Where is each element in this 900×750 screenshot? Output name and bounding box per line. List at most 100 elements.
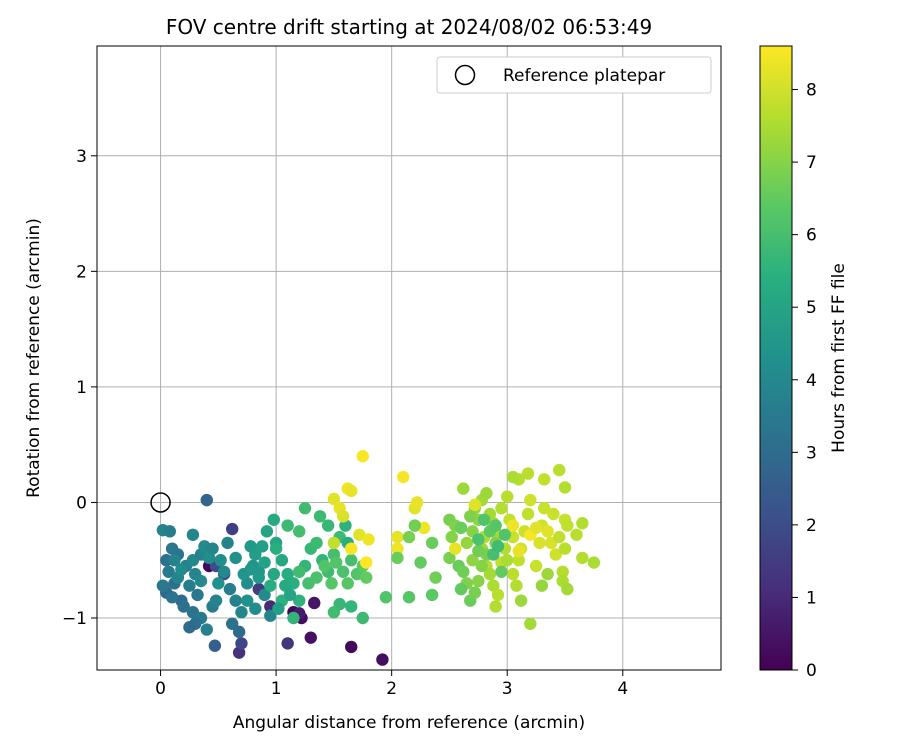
data-point (553, 530, 566, 544)
data-point (241, 594, 254, 607)
data-point (533, 536, 546, 550)
data-point (235, 637, 248, 650)
y-axis-label: Rotation from reference (arcmin) (24, 218, 44, 498)
colorbar-tick-label: 1 (806, 588, 817, 608)
data-point (325, 577, 338, 590)
y-tick-label: 1 (76, 378, 87, 398)
data-point (454, 582, 468, 596)
data-point (168, 554, 181, 567)
data-point (321, 519, 335, 532)
data-point (472, 533, 485, 546)
data-point (235, 606, 248, 619)
data-point (498, 528, 512, 541)
data-point (483, 567, 497, 581)
data-point (281, 567, 294, 581)
data-point (449, 542, 462, 555)
data-point (223, 582, 237, 596)
data-point (558, 481, 572, 494)
data-point (267, 513, 280, 526)
data-point (360, 556, 373, 569)
data-point (345, 600, 358, 613)
data-point (183, 621, 196, 634)
data-point (487, 579, 500, 592)
data-point (200, 493, 213, 507)
colorbar-tick-label: 4 (806, 371, 817, 391)
legend-marker-icon (454, 64, 476, 86)
data-point (570, 528, 583, 541)
chart-title: FOV centre drift starting at 2024/08/02 … (166, 15, 652, 39)
data-point (221, 536, 234, 550)
data-point (194, 574, 208, 588)
data-point (156, 579, 170, 592)
data-point (524, 617, 537, 630)
data-point (391, 530, 404, 544)
data-point (457, 482, 470, 495)
data-point (466, 554, 479, 567)
colorbar-tick-label: 0 (806, 661, 817, 681)
data-point (310, 571, 323, 584)
data-point (269, 542, 283, 555)
reference-marker (150, 492, 171, 513)
data-point (535, 579, 549, 592)
data-point (561, 519, 574, 532)
legend-box (436, 56, 712, 94)
data-point (298, 502, 312, 515)
data-point (327, 606, 341, 619)
data-point (489, 600, 502, 613)
data-point (529, 559, 543, 573)
data-point (538, 473, 551, 486)
data-point (226, 522, 239, 536)
colorbar-tick-label: 7 (806, 153, 817, 173)
data-point (318, 559, 331, 573)
x-tick-label: 3 (502, 679, 513, 699)
y-tick-label: 0 (76, 493, 87, 513)
data-point (360, 571, 373, 584)
data-point (330, 556, 343, 569)
data-point (345, 554, 358, 567)
data-point (226, 617, 239, 630)
data-point (304, 631, 317, 644)
data-point (460, 536, 473, 550)
data-point (524, 493, 537, 507)
data-point (229, 551, 242, 565)
data-point (287, 611, 300, 625)
y-ticks: −1 0 1 2 3 (62, 147, 97, 629)
colorbar-label: Hours from first FF file (829, 263, 849, 453)
data-point (506, 470, 520, 484)
data-point (336, 510, 350, 523)
data-point (587, 556, 601, 569)
data-point (208, 639, 222, 652)
data-point (541, 567, 554, 581)
data-point (356, 450, 369, 463)
data-point (454, 521, 468, 535)
colorbar-tick-label: 5 (806, 298, 817, 318)
data-point (293, 565, 306, 578)
data-point (177, 600, 190, 613)
data-point (506, 567, 520, 581)
data-point (281, 519, 294, 532)
colorbar-tick-label: 2 (806, 516, 817, 536)
data-point (576, 517, 589, 530)
data-point (313, 510, 327, 523)
data-point (258, 588, 271, 602)
x-tick-label: 1 (271, 679, 282, 699)
data-point (283, 588, 297, 602)
data-point (362, 533, 375, 546)
data-point (345, 484, 358, 498)
x-axis-label: Angular distance from reference (arcmin) (233, 713, 585, 733)
data-point (506, 519, 520, 532)
data-point (341, 577, 354, 590)
y-tick-label: 3 (76, 147, 87, 167)
data-point (163, 525, 176, 538)
colorbar-tick-label: 6 (806, 226, 817, 246)
data-point (165, 591, 179, 604)
data-point (512, 554, 525, 567)
data-point (376, 653, 389, 666)
data-point (217, 565, 231, 578)
data-point (529, 521, 543, 535)
x-tick-label: 2 (386, 679, 397, 699)
scatter-points (156, 450, 601, 666)
data-point (308, 596, 321, 610)
